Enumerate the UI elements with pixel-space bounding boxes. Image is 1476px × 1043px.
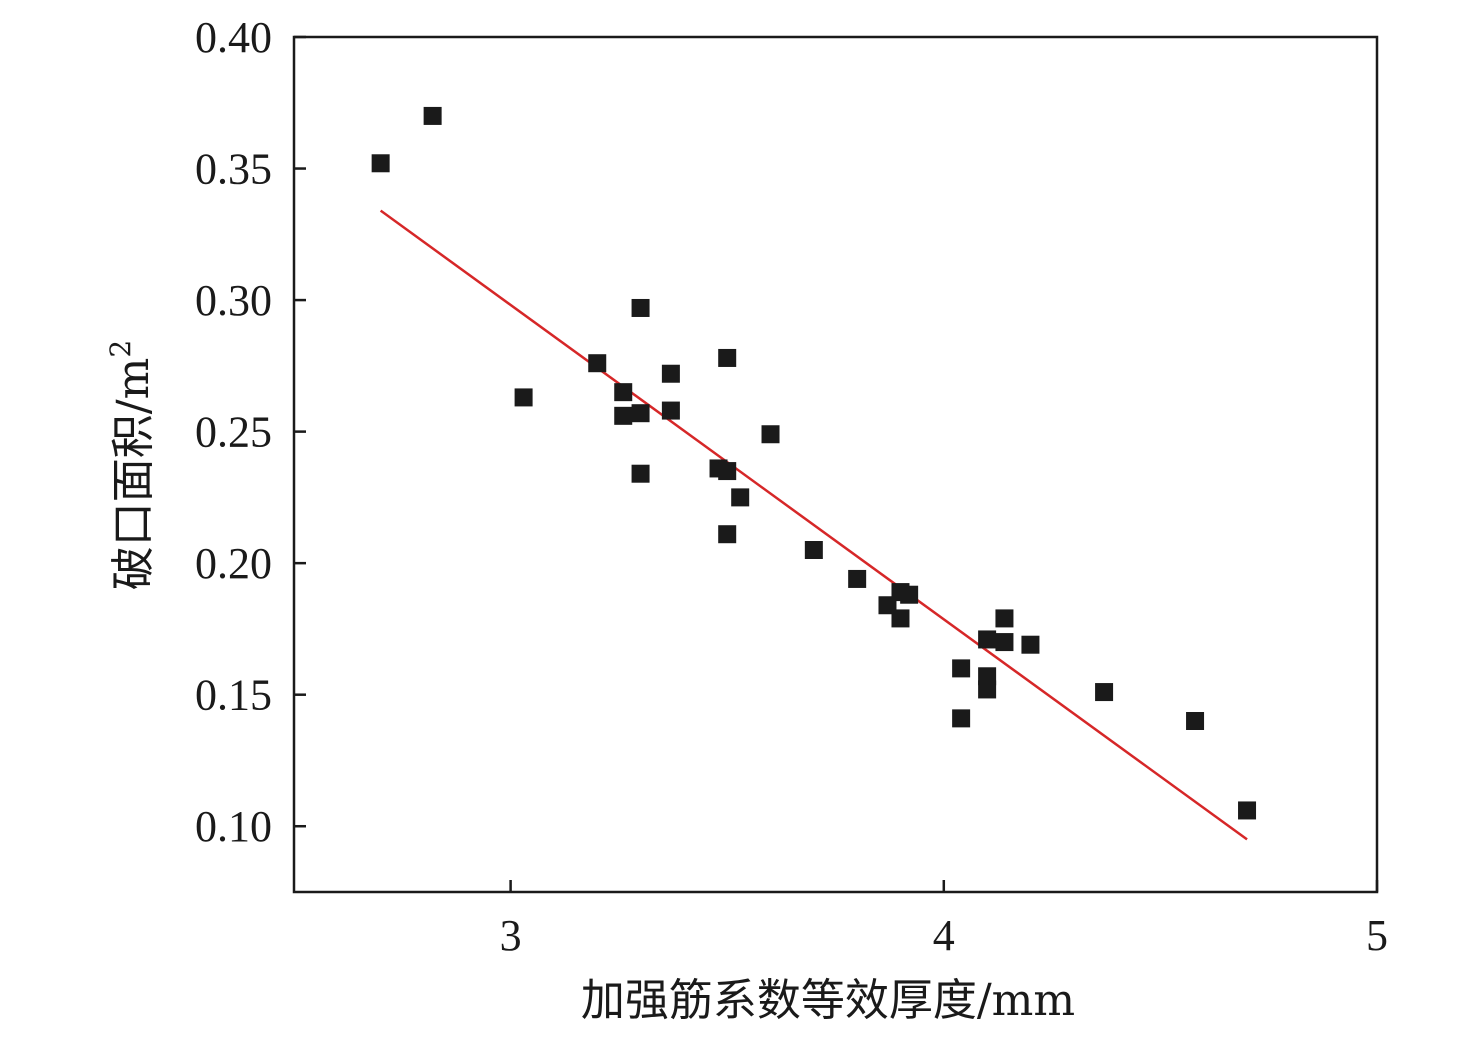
data-point [978,680,997,699]
data-point [423,106,442,125]
data-point [1186,712,1205,730]
data-point [978,630,997,649]
data-point [1021,635,1040,654]
y-axis: 0.10 0.15 0.20 0.25 0.30 0.35 0.40 [195,13,306,851]
data-point [718,525,737,544]
data-point [661,364,680,383]
data-point [848,569,867,588]
data-point [731,488,750,507]
y-tick-label: 0.25 [195,408,272,457]
x-axis: 3 4 5 [500,880,1388,960]
data-point [588,354,607,373]
y-tick-label: 0.35 [195,145,272,194]
data-point [631,298,650,317]
data-point [952,659,971,678]
y-tick-label: 0.40 [195,13,272,62]
x-axis-title: 加强筋系数等效厚度/mm [581,975,1075,1026]
data-point [891,609,910,628]
y-tick-label: 0.10 [195,802,272,851]
y-tick-label: 0.15 [195,671,272,720]
data-point [900,585,919,604]
x-tick-label: 4 [933,911,955,960]
data-point [514,388,533,407]
data-point [952,709,971,728]
y-tick-label: 0.20 [195,539,272,588]
x-tick-label: 3 [500,911,522,960]
data-point [718,462,737,481]
data-point [804,541,823,559]
data-point [614,406,633,425]
data-point [631,464,650,483]
y-tick-label: 0.30 [195,276,272,325]
data-point [1238,801,1257,820]
y-axis-title: 破口面积/m2 [104,340,159,590]
data-point [995,609,1014,628]
data-point [661,401,680,420]
data-point [761,425,780,444]
x-tick-label: 5 [1366,911,1388,960]
data-point [1095,683,1114,702]
plot-frame [292,35,1379,894]
data-points [371,106,1257,820]
regression-line [379,209,1248,841]
data-point [371,154,390,173]
data-point [614,383,633,402]
data-point [995,633,1014,652]
data-point [631,404,650,423]
data-point [718,348,737,367]
